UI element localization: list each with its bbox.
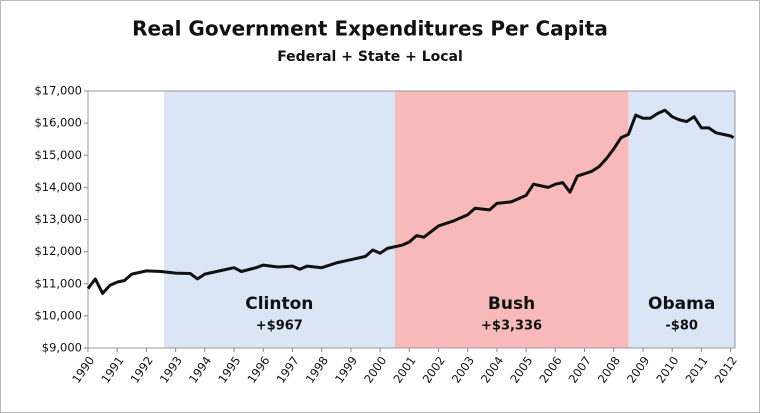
region-label: Obama [648, 294, 715, 314]
y-tick-label: $10,000 [34, 308, 82, 322]
chart-subtitle: Federal + State + Local [277, 49, 463, 65]
region-label: Bush [488, 294, 535, 314]
y-tick-label: $15,000 [34, 148, 82, 162]
region-label: Clinton [245, 294, 313, 314]
y-tick-label: $12,000 [34, 244, 82, 258]
region-change: +$967 [256, 319, 303, 334]
y-tick-label: $13,000 [34, 212, 82, 226]
chart-title: Real Government Expenditures Per Capita [132, 17, 608, 41]
y-tick-label: $16,000 [34, 116, 82, 130]
y-tick-label: $17,000 [34, 84, 82, 98]
y-tick-label: $11,000 [34, 276, 82, 290]
y-tick-label: $9,000 [42, 341, 82, 355]
region [394, 91, 629, 348]
region-change: +$3,336 [481, 319, 542, 334]
region [163, 91, 395, 348]
y-tick-label: $14,000 [34, 180, 82, 194]
line [86, 108, 735, 295]
region-change: -$80 [665, 319, 698, 334]
